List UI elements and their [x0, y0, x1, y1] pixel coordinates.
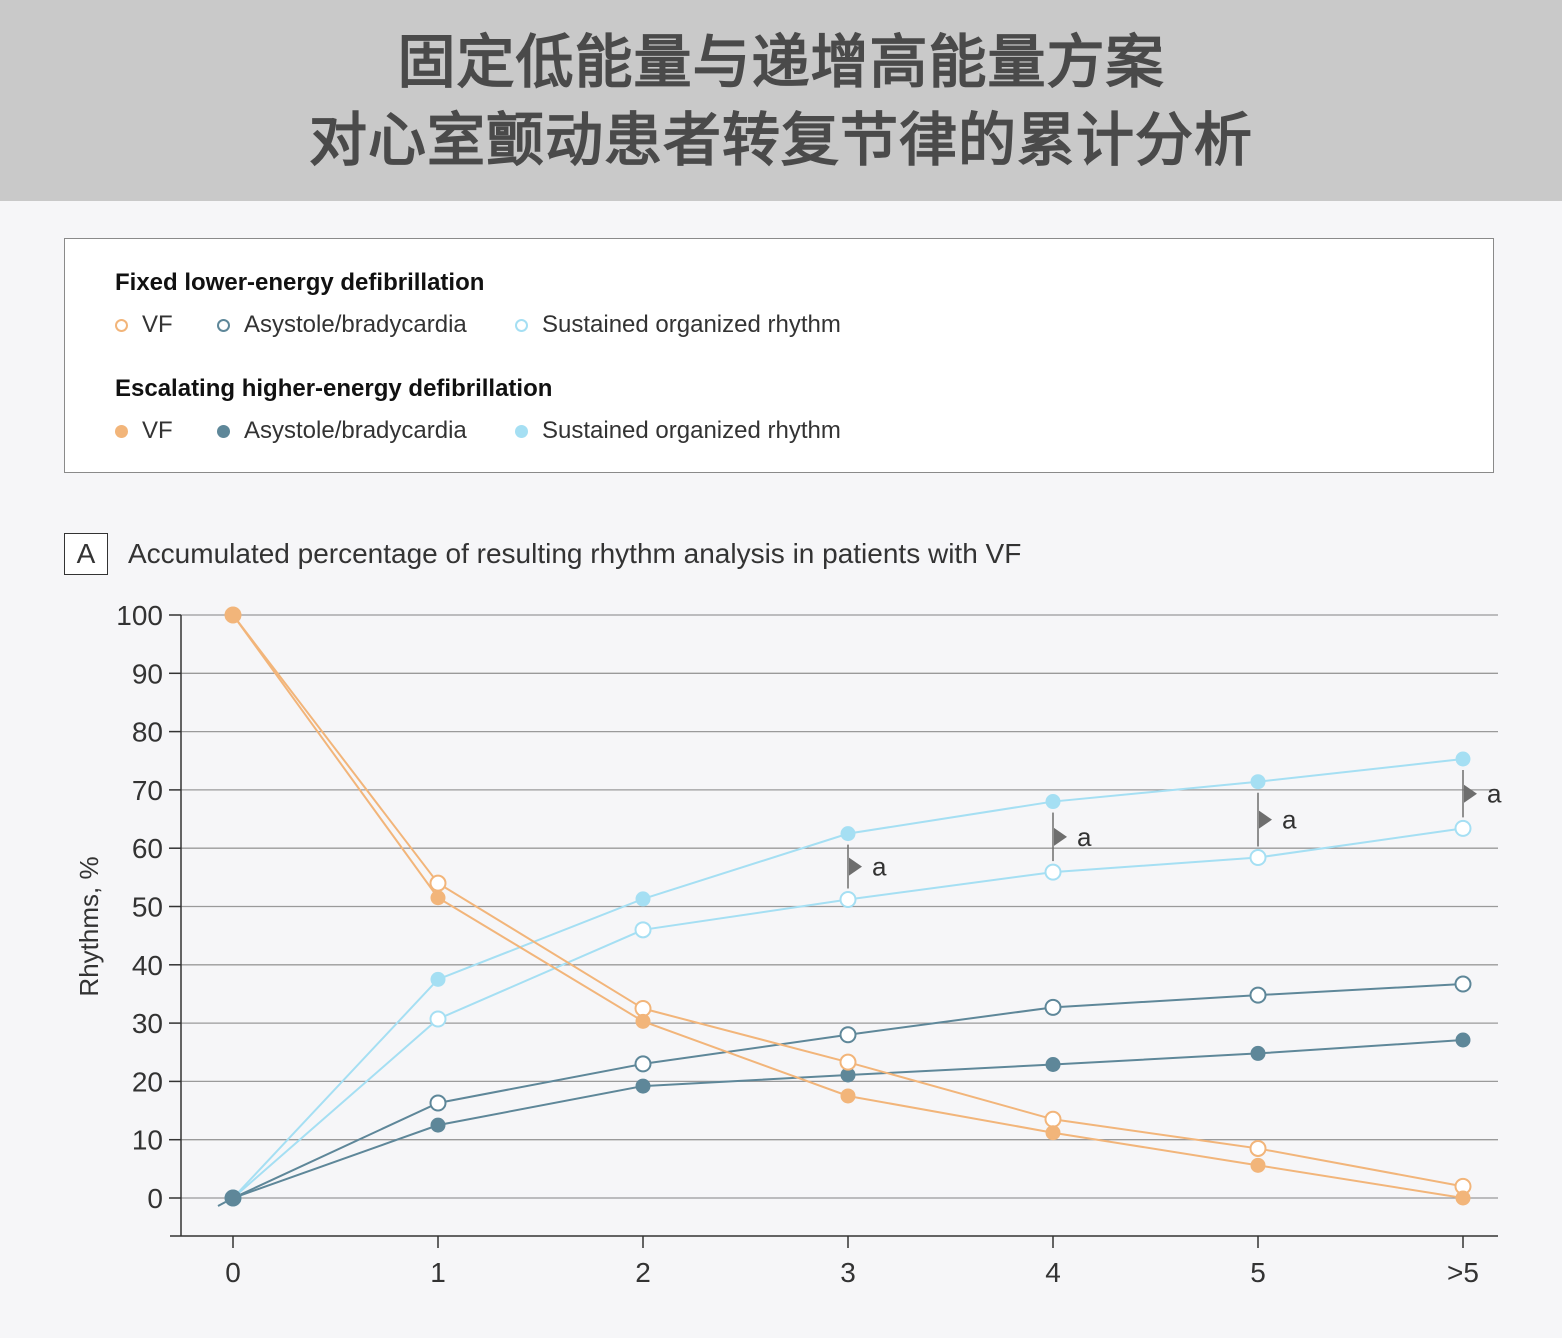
x-tick-label: 3: [840, 1257, 856, 1288]
legend-item-label: VF: [142, 417, 173, 444]
y-tick-label: 40: [132, 950, 163, 981]
annotation-label: a: [1282, 805, 1297, 835]
legend-item-label: VF: [142, 311, 173, 338]
data-point-asystole-open: [1249, 986, 1267, 1004]
header-title-line2: 对心室颤动患者转复节律的累计分析: [308, 105, 1253, 174]
data-point-vf-open: [429, 874, 447, 892]
y-tick-label: 0: [147, 1183, 163, 1214]
x-tick-label: 0: [225, 1257, 241, 1288]
x-tick-label: >5: [1447, 1257, 1479, 1288]
open-circle-asystole-icon: [217, 318, 230, 332]
data-point-asystole-filled: [1045, 1056, 1061, 1072]
data-point-asystole-open: [1044, 998, 1062, 1016]
y-tick-label: 10: [132, 1125, 163, 1156]
page-header: 固定低能量与递增高能量方案 对心室颤动患者转复节律的累计分析: [0, 0, 1562, 201]
data-point-asystole-filled: [635, 1078, 651, 1094]
chart-title: Accumulated percentage of resulting rhyt…: [128, 538, 1022, 569]
annotation-arrow-icon: [849, 857, 862, 876]
data-point-asystole-open: [634, 1055, 652, 1073]
data-point-asystole-filled: [1455, 1032, 1471, 1048]
data-point-organized-filled: [840, 826, 856, 842]
legend-item-fixed-asystole: Asystole/bradycardia: [217, 311, 467, 339]
data-point-organized-open: [1044, 863, 1062, 881]
data-point-organized-filled: [635, 891, 651, 907]
data-point-asystole-open: [839, 1026, 857, 1044]
data-point-vf-open: [634, 1000, 652, 1018]
annotation-label: a: [872, 852, 887, 882]
annotation-arrow-icon: [1259, 810, 1272, 829]
annotation-arrow-icon: [1054, 827, 1067, 846]
x-tick-label: 5: [1250, 1257, 1266, 1288]
legend-item-label: Asystole/bradycardia: [244, 417, 467, 444]
data-point-asystole-open: [429, 1094, 447, 1112]
data-point-vf-filled: [1250, 1157, 1266, 1173]
data-point-asystole-filled: [225, 1190, 241, 1206]
data-point-organized-open: [839, 891, 857, 909]
data-point-organized-open: [429, 1010, 447, 1028]
data-point-organized-filled: [1250, 774, 1266, 790]
data-point-vf-filled: [1045, 1125, 1061, 1141]
filled-circle-asystole-icon: [217, 424, 230, 438]
y-tick-label: 70: [132, 775, 163, 806]
legend-item-escalating-vf: VF: [115, 417, 173, 445]
legend-item-fixed-organized: Sustained organized rhythm: [515, 311, 841, 339]
legend-item-escalating-organized: Sustained organized rhythm: [515, 417, 841, 445]
y-axis-title: Rhythms, %: [74, 856, 104, 996]
data-point-asystole-filled: [840, 1067, 856, 1083]
data-point-vf-filled: [430, 890, 446, 906]
filled-circle-organized-icon: [515, 424, 528, 438]
data-point-vf-open: [839, 1053, 857, 1071]
data-point-organized-filled: [430, 971, 446, 987]
annotation-label: a: [1077, 822, 1092, 852]
annotation-arrow-icon: [1464, 784, 1477, 803]
data-point-vf-open: [1044, 1110, 1062, 1128]
y-tick-label: 30: [132, 1008, 163, 1039]
data-point-vf-filled: [840, 1088, 856, 1104]
legend-item-label: Sustained organized rhythm: [542, 311, 841, 338]
data-point-organized-filled: [1455, 751, 1471, 767]
legend-item-label: Sustained organized rhythm: [542, 417, 841, 444]
x-tick-label: 4: [1045, 1257, 1061, 1288]
legend: Fixed lower-energy defibrillation VF Asy…: [64, 238, 1494, 473]
annotation-label: a: [1487, 779, 1502, 809]
data-point-asystole-open: [1454, 975, 1472, 993]
filled-circle-vf-icon: [115, 424, 128, 438]
y-tick-label: 90: [132, 658, 163, 689]
open-circle-organized-icon: [515, 318, 528, 332]
legend-item-label: Asystole/bradycardia: [244, 311, 467, 338]
data-point-organized-filled: [1045, 794, 1061, 810]
y-tick-label: 60: [132, 833, 163, 864]
data-point-organized-open: [634, 921, 652, 939]
open-circle-vf-icon: [115, 318, 128, 332]
data-point-organized-open: [1454, 819, 1472, 837]
data-point-vf-open: [1249, 1139, 1267, 1157]
legend-item-fixed-vf: VF: [115, 311, 173, 339]
data-point-vf-filled: [225, 607, 241, 623]
legend-group-escalating-title: Escalating higher-energy defibrillation: [115, 375, 553, 402]
data-point-asystole-filled: [1250, 1045, 1266, 1061]
header-title-line1: 固定低能量与递增高能量方案: [397, 27, 1165, 96]
data-point-vf-filled: [635, 1013, 651, 1029]
y-tick-label: 50: [132, 892, 163, 923]
y-tick-label: 100: [116, 600, 163, 631]
x-tick-label: 1: [430, 1257, 446, 1288]
y-tick-label: 20: [132, 1066, 163, 1097]
data-point-asystole-filled: [430, 1117, 446, 1133]
data-point-organized-open: [1249, 849, 1267, 867]
y-tick-label: 80: [132, 717, 163, 748]
panel-tag: A: [64, 533, 108, 575]
legend-item-escalating-asystole: Asystole/bradycardia: [217, 417, 467, 445]
data-point-vf-filled: [1455, 1190, 1471, 1206]
x-tick-label: 2: [635, 1257, 651, 1288]
legend-group-fixed-title: Fixed lower-energy defibrillation: [115, 269, 485, 296]
